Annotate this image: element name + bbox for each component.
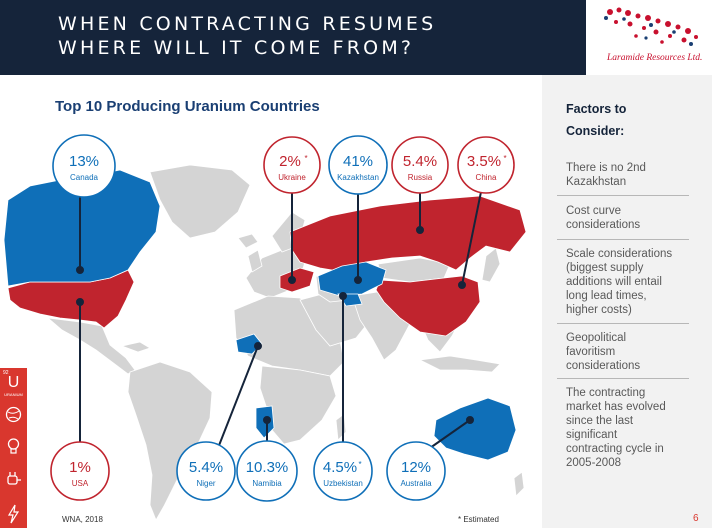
factor-5: The contracting market has evolved since… <box>566 386 696 470</box>
ukraine-callout: 2% * Ukraine <box>263 136 321 194</box>
ukraine-name: Ukraine <box>278 173 306 182</box>
estimated-note: * Estimated <box>458 515 499 524</box>
kazakhstan-shape <box>317 261 387 297</box>
niger-name: Niger <box>196 479 215 488</box>
company-logo <box>586 0 712 75</box>
uzbekistan-name: Uzbekistan <box>323 479 363 488</box>
divider <box>557 195 689 196</box>
factor-2-line2: considerations <box>566 219 641 231</box>
australia-value: 12% <box>401 459 431 476</box>
usa-value: 1% <box>69 459 91 476</box>
uzbekistan-value: 4.5% <box>323 459 357 476</box>
factors-sidebar <box>542 75 712 528</box>
china-name: China <box>476 173 497 182</box>
russia-value: 5.4% <box>403 153 437 170</box>
russia-name: Russia <box>408 173 433 182</box>
canada-callout: 13% Canada <box>52 134 116 198</box>
indonesia <box>418 355 501 373</box>
factor-2-line1: Cost curve <box>566 205 621 217</box>
namibia-name: Namibia <box>252 479 282 488</box>
factor-5-line2: market has evolved <box>566 401 666 413</box>
new-zealand <box>513 471 525 497</box>
niger-callout: 5.4% Niger <box>176 441 236 501</box>
australia-callout: 12% Australia <box>386 441 446 501</box>
slide-title-line2: WHERE WILL IT COME FROM? <box>58 37 415 59</box>
plug-icon <box>7 472 21 485</box>
uranium-name: URANIUM <box>4 392 23 397</box>
australia-shape <box>433 397 517 461</box>
canada-name: Canada <box>70 173 99 182</box>
niger-pointer <box>217 345 259 449</box>
source-note: WNA, 2018 <box>62 515 103 524</box>
factor-4-line2: favoritism <box>566 346 616 358</box>
africa-south <box>259 365 337 445</box>
factor-5-line6: 2005-2008 <box>566 457 621 469</box>
factor-5-line3: since the last <box>566 415 634 427</box>
namibia-callout: 10.3% Namibia <box>236 440 298 502</box>
logo-text: Laramide Resources Ltd. <box>607 53 703 63</box>
niger-value: 5.4% <box>189 459 223 476</box>
caribbean <box>120 341 151 353</box>
factor-2: Cost curve considerations <box>566 204 696 232</box>
lightning-icon <box>7 504 20 524</box>
china-pointer <box>461 186 483 286</box>
madagascar <box>335 413 347 441</box>
logo-dots-icon <box>604 7 698 46</box>
uk <box>247 249 263 273</box>
factor-4-line1: Geopolitical <box>566 332 627 344</box>
factor-4-line3: considerations <box>566 360 641 372</box>
chart-title: Top 10 Producing Uranium Countries <box>55 98 320 115</box>
uranium-symbol: U <box>7 374 20 391</box>
ukraine-value: 2% <box>279 153 301 170</box>
kazakhstan-value: 41% <box>343 153 373 170</box>
factor-5-line5: contracting cycle in <box>566 443 664 455</box>
china-est: * <box>503 154 506 163</box>
namibia-value: 10.3% <box>246 459 289 476</box>
uzbekistan-callout: 4.5% * Uzbekistan <box>313 441 373 501</box>
south-america <box>127 361 213 521</box>
factor-3: Scale considerations (biggest supply add… <box>566 247 696 317</box>
kazakhstan-name: Kazakhstan <box>337 173 379 182</box>
lightbulb-icon <box>7 438 20 454</box>
globe-icon <box>5 406 22 423</box>
factor-5-line1: The contracting <box>566 387 646 399</box>
factor-1-line1: There is no 2nd <box>566 162 646 174</box>
divider <box>557 378 689 379</box>
russia-callout: 5.4% Russia <box>391 136 449 194</box>
ukraine-shape <box>279 267 315 293</box>
factor-1-line2: Kazakhstan <box>566 176 627 188</box>
page-number: 6 <box>693 513 699 524</box>
china-shape <box>375 275 481 337</box>
factor-3-line2: (biggest supply <box>566 262 644 274</box>
factor-3-line5: higher costs) <box>566 304 632 316</box>
element-number: 92 <box>3 370 9 376</box>
russia-shape <box>289 195 527 273</box>
greenland <box>149 164 251 239</box>
factor-1: There is no 2nd Kazakhstan <box>566 161 696 189</box>
japan <box>481 247 501 283</box>
usa-name: USA <box>72 479 89 488</box>
left-icon-strip: 92 U URANIUM <box>0 368 27 528</box>
factor-3-line3: additions will entail <box>566 276 662 288</box>
ukraine-est: * <box>304 154 307 163</box>
australia-pointer <box>429 419 471 449</box>
factor-3-line4: long lead times, <box>566 290 647 302</box>
factor-3-line1: Scale considerations <box>566 248 673 260</box>
factor-5-line4: significant <box>566 429 618 441</box>
usa-callout: 1% USA <box>50 441 110 501</box>
factor-4: Geopolitical favoritism considerations <box>566 331 696 373</box>
factors-heading-line1: Factors to <box>566 102 627 116</box>
divider <box>557 239 689 240</box>
uzbekistan-est: * <box>358 460 361 469</box>
divider <box>557 323 689 324</box>
iceland <box>237 233 259 249</box>
kazakhstan-callout: 41% Kazakhstan <box>328 135 388 195</box>
china-callout: 3.5% * China <box>457 136 515 194</box>
factors-heading-line2: Consider: <box>566 124 625 138</box>
slide-title-line1: WHEN CONTRACTING RESUMES <box>58 13 437 35</box>
australia-name: Australia <box>400 479 432 488</box>
canada-value: 13% <box>69 153 99 170</box>
china-value: 3.5% <box>467 153 501 170</box>
